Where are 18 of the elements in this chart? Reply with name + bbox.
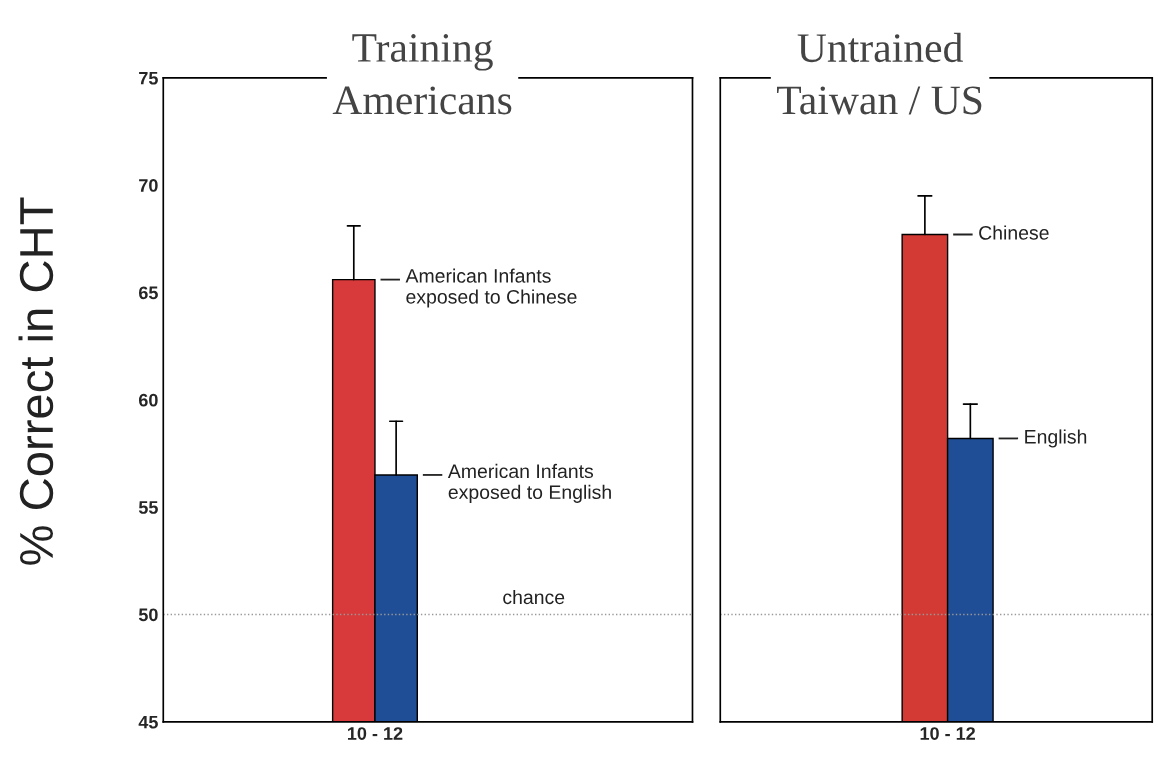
- chart-title: Training Americans: [332, 34, 512, 115]
- y-tick-label: 50: [138, 608, 158, 622]
- ref-line-label: chance: [503, 589, 565, 605]
- series-label: English: [1025, 429, 1087, 448]
- chart-title: Untrained: [797, 32, 963, 63]
- y-tick-label: 55: [138, 501, 158, 514]
- series-label: American Infants exposed to Chinese: [405, 268, 577, 308]
- y-axis-title: % Correct in CHT: [18, 197, 54, 565]
- series-label: Chinese: [979, 225, 1049, 240]
- chart-subtitle: Taiwan / US: [777, 86, 982, 115]
- x-tick-label: 10 - 12: [347, 727, 403, 740]
- x-tick-label: 10 - 12: [920, 727, 975, 740]
- series-label: American Infants exposed to English: [447, 463, 611, 503]
- y-tick-label: 65: [139, 286, 158, 300]
- y-tick-label: 75: [139, 71, 158, 85]
- y-tick-label: 60: [139, 393, 158, 407]
- y-tick-label: 45: [138, 715, 158, 729]
- y-tick-label: 70: [139, 179, 158, 192]
